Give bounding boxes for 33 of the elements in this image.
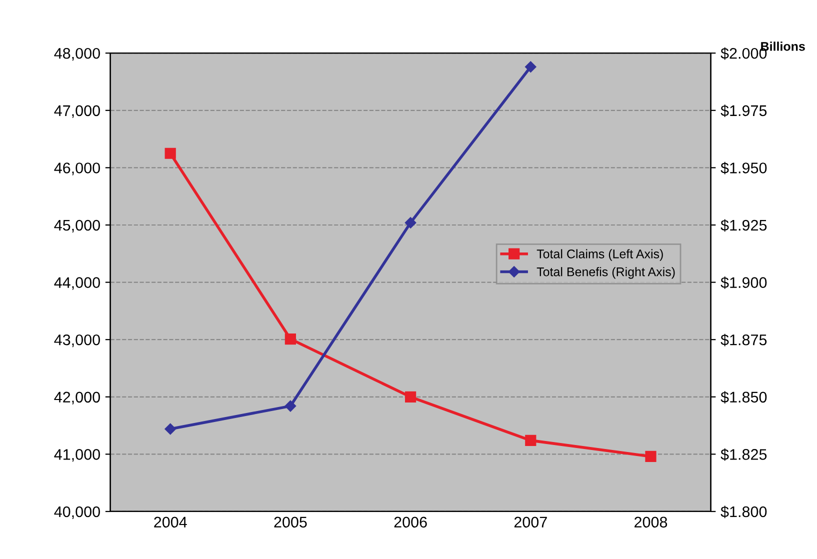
y-tick-label: 47,000: [54, 105, 100, 118]
x-tick-label: 2008: [634, 516, 668, 528]
x-tick-label: 2007: [514, 516, 547, 528]
y2-tick-label: $1.975: [720, 104, 767, 117]
x-tick-label: 2006: [394, 516, 427, 528]
point: [164, 148, 176, 159]
y-tick-label: 43,000: [54, 334, 100, 348]
y-tick-label: 45,000: [54, 220, 100, 232]
y2-tick-label: $1.800: [720, 506, 767, 518]
legend-label: Total Claims (Left Axis): [536, 249, 663, 261]
point: [284, 333, 296, 345]
point: [404, 391, 416, 402]
point: [525, 61, 536, 72]
y2-tick-label: $1.950: [720, 162, 767, 174]
point: [525, 434, 536, 446]
y-tick-label: 44,000: [54, 277, 100, 290]
y-tick-label: 42,000: [54, 392, 100, 404]
y2-tick-label: $1.825: [720, 448, 767, 461]
y2-tick-label: $1.850: [720, 391, 767, 404]
y-tick-label: 48,000: [54, 48, 100, 61]
point: [284, 400, 296, 412]
legend-label: Total Benefis (Right Axis): [536, 267, 675, 279]
y2-tick-label: $1.875: [720, 334, 767, 346]
point: [404, 217, 416, 228]
point: [645, 450, 656, 462]
point: [164, 423, 176, 435]
y-tick-label: 40,000: [54, 506, 100, 519]
y-tick-label: 46,000: [54, 162, 100, 176]
y2-tick-label: $1.925: [720, 219, 767, 232]
x-tick-label: 2004: [154, 516, 187, 528]
x-tick-label: 2005: [274, 516, 307, 528]
y-tick-label: 41,000: [54, 449, 100, 462]
y2-tick-label: $1.900: [720, 276, 767, 289]
